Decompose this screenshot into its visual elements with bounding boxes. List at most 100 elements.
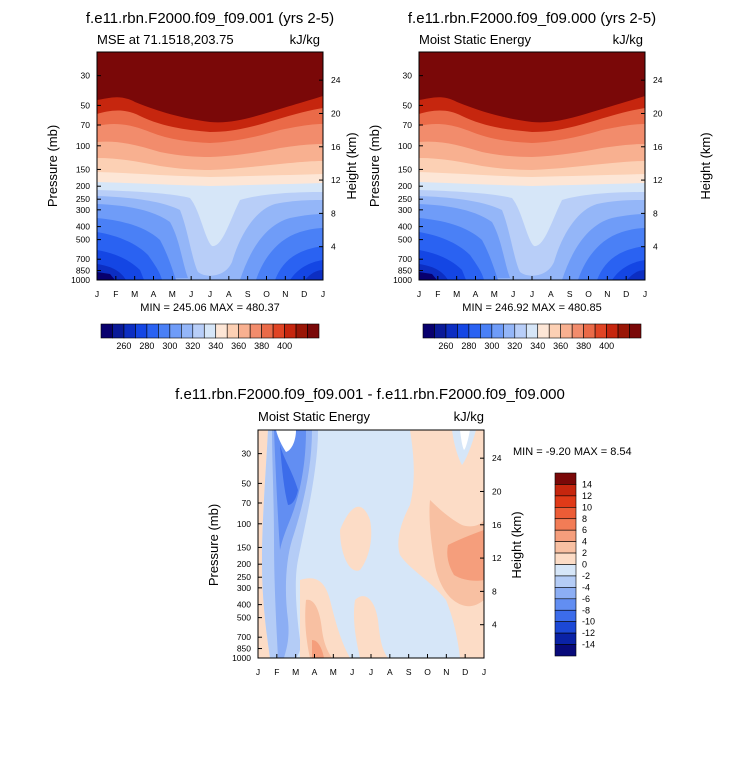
- height-tick-label: 4: [331, 242, 336, 252]
- colorbar-label: 360: [553, 341, 568, 351]
- pressure-tick-label: 850: [398, 266, 412, 276]
- min-max-stats: MIN = 245.06 MAX = 480.37: [140, 302, 279, 314]
- contour-field: [97, 96, 323, 280]
- colorbar-swatch: [554, 552, 577, 565]
- month-tick-label: A: [226, 289, 232, 299]
- y2-axis-label: Height (km): [698, 132, 713, 199]
- month-tick-label: J: [511, 289, 515, 299]
- colorbar: 260 280 300 320 340 360 380 400: [100, 323, 320, 351]
- contour-band: [460, 430, 470, 450]
- colorbar-label: 260: [116, 341, 131, 351]
- colorbar-label: 400: [599, 341, 614, 351]
- pressure-tick-label: 700: [237, 632, 251, 642]
- colorbar-label: 400: [277, 341, 292, 351]
- month-tick-label: J: [208, 289, 212, 299]
- colorbar-label: 320: [507, 341, 522, 351]
- pressure-tick-label: 500: [398, 235, 412, 245]
- pressure-tick-label: 400: [398, 222, 412, 232]
- pressure-tick-label: 70: [81, 120, 91, 130]
- contour-field: [419, 96, 645, 280]
- colorbar-label: -2: [582, 571, 590, 581]
- units-label: kJ/kg: [290, 32, 320, 47]
- contour-band: [305, 270, 323, 280]
- colorbar-label: 280: [461, 341, 476, 351]
- pressure-tick-label: 50: [403, 100, 413, 110]
- colorbar-swatch: [307, 323, 320, 339]
- colorbar-swatch: [554, 495, 577, 508]
- month-tick-label: M: [330, 667, 337, 677]
- height-tick-label: 8: [653, 208, 658, 218]
- pressure-tick-label: 150: [398, 164, 412, 174]
- units-label: kJ/kg: [454, 409, 484, 424]
- pressure-tick-label: 1000: [71, 275, 90, 285]
- pressure-tick-label: 250: [237, 572, 251, 582]
- month-tick-label: J: [95, 289, 99, 299]
- colorbar-label: -4: [582, 582, 590, 592]
- colorbar-swatch: [554, 472, 577, 485]
- y-axis-label: Pressure (mb): [45, 125, 60, 207]
- colorbar-label: -10: [582, 617, 595, 627]
- colorbar-swatch: [554, 621, 577, 634]
- colorbar-label: 280: [139, 341, 154, 351]
- month-tick-label: F: [113, 289, 118, 299]
- month-tick-label: O: [585, 289, 592, 299]
- height-tick-label: 16: [653, 142, 663, 152]
- colorbar-label: -12: [582, 628, 595, 638]
- pressure-tick-label: 30: [81, 71, 91, 81]
- colorbar-label: 360: [231, 341, 246, 351]
- pressure-tick-label: 100: [76, 141, 90, 151]
- month-tick-label: D: [623, 289, 629, 299]
- month-tick-label: O: [263, 289, 270, 299]
- height-tick-label: 24: [492, 453, 502, 463]
- chart-title: f.e11.rbn.F2000.f09_f09.000 (yrs 2-5): [408, 10, 656, 27]
- height-tick-label: 24: [331, 75, 341, 85]
- pressure-tick-label: 100: [237, 519, 251, 529]
- colorbar-label: -8: [582, 605, 590, 615]
- colorbar-swatch: [554, 644, 577, 657]
- month-tick-label: O: [424, 667, 431, 677]
- colorbar-label: 380: [576, 341, 591, 351]
- pressure-tick-label: 250: [398, 194, 412, 204]
- pressure-tick-label: 700: [76, 254, 90, 264]
- colorbar-swatch: [554, 484, 577, 497]
- contour-band: [276, 430, 296, 452]
- pressure-tick-label: 850: [237, 644, 251, 654]
- colorbar-label: 14: [582, 479, 592, 489]
- pressure-tick-label: 700: [398, 254, 412, 264]
- colorbar-swatch: [554, 518, 577, 531]
- colorbar-swatch: [554, 564, 577, 577]
- height-tick-label: 8: [331, 208, 336, 218]
- colorbar-label: 380: [254, 341, 269, 351]
- month-tick-label: M: [131, 289, 138, 299]
- height-tick-label: 20: [331, 108, 341, 118]
- colorbar-label: 260: [438, 341, 453, 351]
- left-subtitle: Moist Static Energy: [258, 409, 370, 424]
- month-tick-label: N: [604, 289, 610, 299]
- colorbar-swatch: [554, 598, 577, 611]
- height-ticks: 24 20 16 12 8 4: [319, 75, 341, 252]
- pressure-tick-label: 400: [76, 222, 90, 232]
- month-tick-label: F: [274, 667, 279, 677]
- colorbar-swatch: [554, 529, 577, 542]
- colorbar-swatch: [554, 609, 577, 622]
- month-tick-label: J: [482, 667, 486, 677]
- height-tick-label: 20: [492, 486, 502, 496]
- height-tick-label: 16: [492, 520, 502, 530]
- left-subtitle: Moist Static Energy: [419, 32, 531, 47]
- colorbar-label: 0: [582, 560, 587, 570]
- pressure-tick-label: 30: [242, 449, 252, 459]
- month-tick-label: M: [491, 289, 498, 299]
- colorbar-label: -6: [582, 594, 590, 604]
- left-subtitle: MSE at 71.1518,203.75: [97, 32, 234, 47]
- month-tick-label: S: [245, 289, 251, 299]
- pressure-tick-label: 100: [398, 141, 412, 151]
- month-tick-label: A: [151, 289, 157, 299]
- colorbar-label: 10: [582, 502, 592, 512]
- month-tick-label: A: [387, 667, 393, 677]
- chart-title: f.e11.rbn.F2000.f09_f09.001 (yrs 2-5): [86, 10, 334, 27]
